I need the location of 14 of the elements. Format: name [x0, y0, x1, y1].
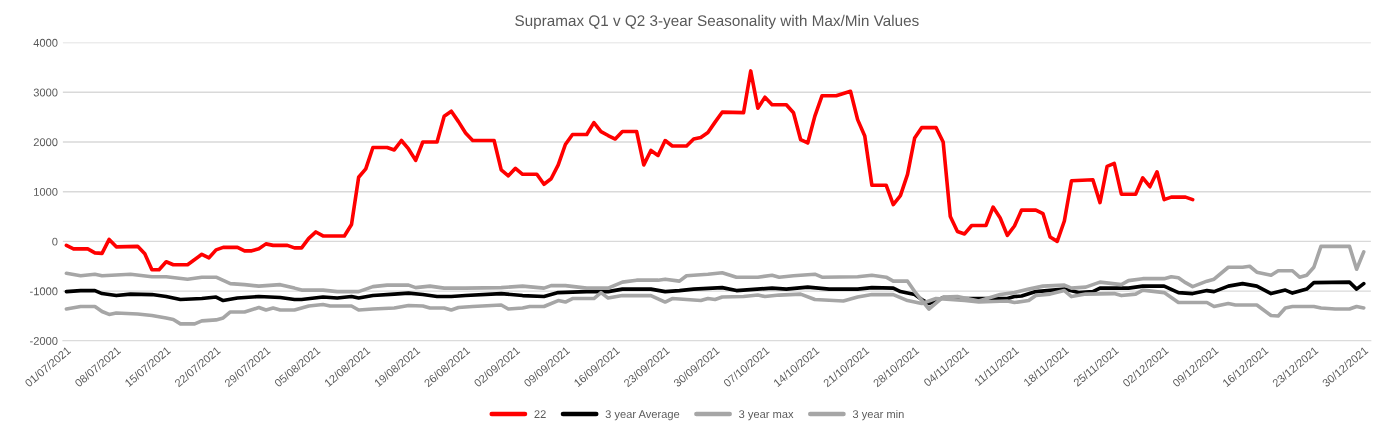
legend-label: 3 year min [852, 409, 904, 421]
line-series [64, 69, 1195, 272]
line-series [64, 280, 1366, 306]
legend-label: 3 year max [739, 410, 794, 421]
legend-label: 3 year Average [605, 410, 680, 421]
legend-label: 22 [534, 410, 546, 418]
y-tick-label: 0 [52, 237, 58, 246]
y-tick-label: 1000 [34, 187, 58, 196]
chart-title: Supramax Q1 v Q2 3-year Seasonality with Max/Min Values [515, 14, 919, 30]
y-tick-label: 4000 [33, 38, 58, 47]
y-tick-label: 3000 [33, 88, 58, 97]
y-tick-label: 2000 [33, 138, 58, 147]
y-tick-label: -2000 [30, 337, 58, 345]
y-tick-label: -1000 [30, 287, 58, 296]
